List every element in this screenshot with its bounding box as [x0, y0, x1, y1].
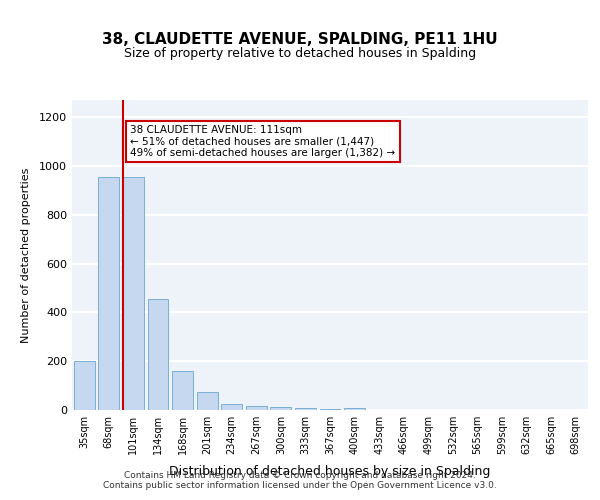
Text: Size of property relative to detached houses in Spalding: Size of property relative to detached ho… [124, 48, 476, 60]
Bar [148, 299, 169, 410]
Y-axis label: Number of detached properties: Number of detached properties [20, 168, 31, 342]
Bar [271, 407, 292, 410]
Bar [98, 177, 119, 410]
Text: Contains HM Land Registry data © Crown copyright and database right 2024.
Contai: Contains HM Land Registry data © Crown c… [103, 470, 497, 490]
X-axis label: Distribution of detached houses by size in Spalding: Distribution of detached houses by size … [169, 466, 491, 478]
Bar [320, 409, 340, 410]
Bar [246, 406, 267, 410]
Bar [197, 392, 218, 410]
Bar [344, 408, 365, 410]
Bar [123, 177, 144, 410]
Bar [221, 404, 242, 410]
Bar [295, 408, 316, 410]
Text: 38 CLAUDETTE AVENUE: 111sqm
← 51% of detached houses are smaller (1,447)
49% of : 38 CLAUDETTE AVENUE: 111sqm ← 51% of det… [130, 125, 395, 158]
Bar [172, 371, 193, 410]
Text: 38, CLAUDETTE AVENUE, SPALDING, PE11 1HU: 38, CLAUDETTE AVENUE, SPALDING, PE11 1HU [102, 32, 498, 48]
Bar [74, 361, 95, 410]
